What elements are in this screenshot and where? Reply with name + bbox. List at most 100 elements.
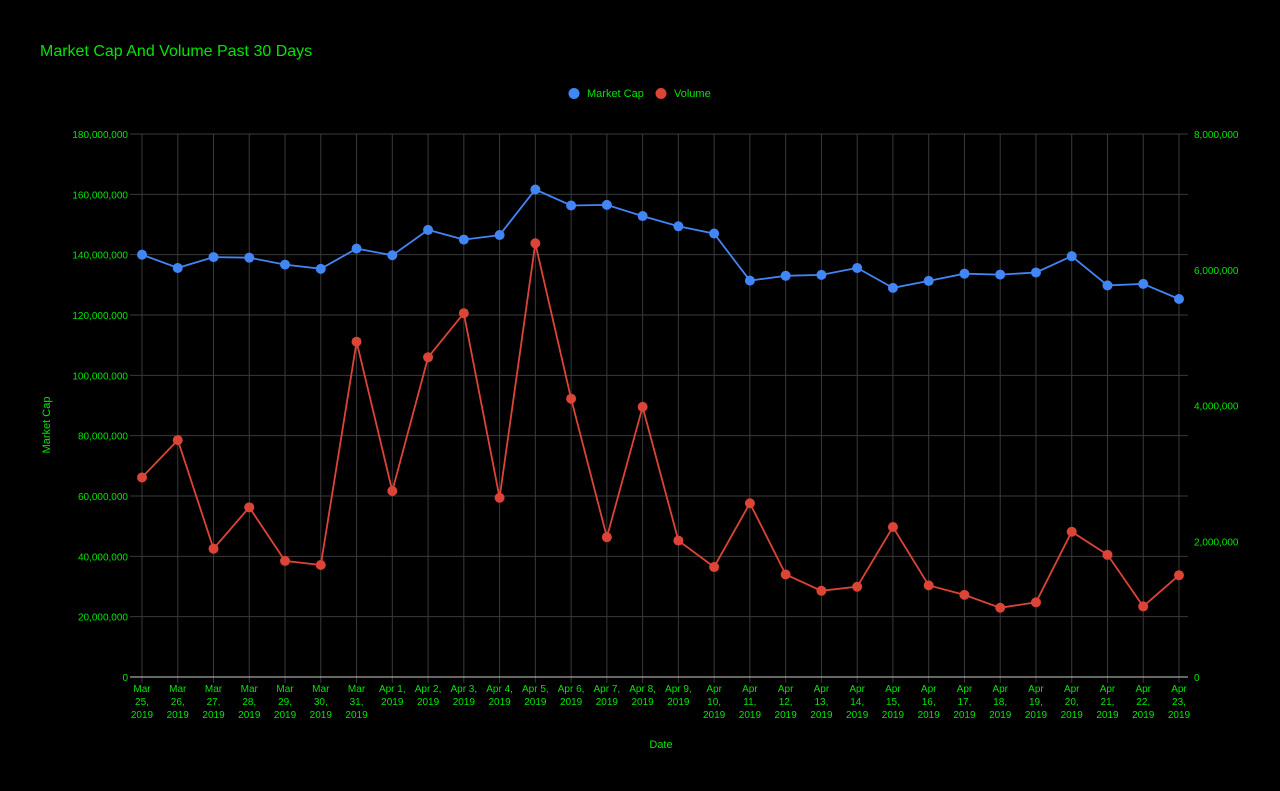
data-point-market-cap: [1030, 267, 1041, 278]
data-point-volume: [244, 502, 255, 513]
data-point-volume: [1138, 601, 1149, 612]
y-axis-right: 0 2,000,000 4,000,000 6,000,000 8,000,000: [1194, 130, 1239, 684]
data-point-volume: [852, 581, 863, 592]
data-point-volume: [744, 498, 755, 509]
x-tick-label: Apr 19, 2019: [1025, 684, 1048, 721]
data-point-volume: [1174, 570, 1184, 581]
data-point-volume: [1102, 549, 1113, 560]
legend-label-volume: Volume: [674, 88, 711, 100]
data-point-volume: [530, 238, 541, 249]
legend-marker-volume: [655, 88, 667, 99]
x-tick-label: Mar 27, 2019: [202, 684, 225, 721]
y-axis-title: Market Cap: [41, 397, 53, 454]
x-tick-label: Apr 15, 2019: [882, 684, 905, 721]
x-tick-label: Apr 3, 2019: [450, 684, 477, 708]
y-left-tick-label: 40,000,000: [78, 552, 128, 563]
legend-label-market-cap: Market Cap: [587, 88, 644, 100]
y-left-tick-label: 100,000,000: [72, 371, 128, 382]
data-point-market-cap: [494, 230, 505, 241]
y-right-tick-label: 2,000,000: [1194, 537, 1239, 548]
data-point-volume: [280, 555, 291, 566]
data-point-market-cap: [137, 249, 147, 260]
data-point-market-cap: [637, 211, 648, 222]
series-line-market-cap: [141, 188, 1180, 300]
y-left-tick-label: 60,000,000: [78, 492, 128, 503]
x-tick-label: Apr 22, 2019: [1132, 684, 1155, 721]
x-tick-label: Apr 23, 2019: [1168, 684, 1191, 721]
x-tick-label: Mar 28, 2019: [238, 684, 261, 721]
gridlines: [130, 133, 1188, 683]
x-tick-label: Apr 14, 2019: [846, 684, 869, 721]
data-point-market-cap: [780, 270, 791, 281]
data-point-market-cap: [1174, 294, 1184, 305]
data-point-volume: [423, 352, 434, 363]
y-right-tick-label: 6,000,000: [1194, 266, 1239, 277]
data-point-volume: [315, 560, 326, 571]
x-axis: Mar 25, 2019 Mar 26, 2019 Mar 27, 2019 Mar 28, 2019…: [131, 684, 1191, 721]
legend: Market Cap Volume: [568, 88, 711, 100]
data-point-volume: [780, 569, 791, 580]
x-tick-label: Apr 9, 2019: [665, 684, 692, 708]
x-axis-title: Date: [649, 739, 672, 751]
y-left-tick-label: 120,000,000: [72, 311, 128, 322]
x-tick-label: Mar 25, 2019: [131, 684, 154, 721]
data-point-market-cap: [744, 275, 755, 286]
y-left-tick-label: 0: [122, 673, 128, 684]
data-point-volume: [494, 492, 505, 503]
data-point-market-cap: [959, 268, 970, 279]
data-point-volume: [208, 543, 219, 554]
data-point-volume: [458, 308, 469, 319]
y-right-tick-label: 4,000,000: [1194, 402, 1239, 413]
data-point-market-cap: [816, 269, 827, 280]
data-point-market-cap: [280, 259, 291, 270]
data-point-volume: [923, 580, 934, 591]
data-point-market-cap: [852, 262, 863, 273]
data-point-market-cap: [887, 282, 898, 293]
y-axis-left: 0 20,000,000 40,000,000 60,000,000 80,000,00…: [72, 130, 128, 684]
chart-title: Market Cap And Volume Past 30 Days: [40, 43, 312, 60]
data-point-market-cap: [923, 275, 934, 286]
x-tick-label: Apr 13, 2019: [810, 684, 833, 721]
data-point-market-cap: [315, 263, 326, 274]
data-point-volume: [1030, 597, 1041, 608]
x-tick-label: Mar 26, 2019: [167, 684, 190, 721]
y-right-tick-label: 0: [1194, 673, 1200, 684]
data-point-volume: [387, 486, 398, 497]
x-tick-label: Apr 17, 2019: [953, 684, 976, 721]
y-left-tick-label: 140,000,000: [72, 251, 128, 262]
data-point-volume: [172, 435, 183, 446]
x-tick-label: Apr 2, 2019: [415, 684, 442, 708]
data-point-market-cap: [1102, 280, 1113, 291]
x-tick-label: Apr 5, 2019: [522, 684, 549, 708]
x-tick-label: Apr 11, 2019: [739, 684, 762, 721]
data-point-volume: [137, 472, 147, 483]
data-point-market-cap: [208, 252, 219, 263]
y-left-tick-label: 20,000,000: [78, 613, 128, 624]
x-tick-label: Apr 8, 2019: [629, 684, 656, 708]
data-point-volume: [995, 602, 1006, 613]
data-point-market-cap: [351, 243, 362, 254]
data-point-market-cap: [458, 234, 469, 245]
data-point-market-cap: [673, 221, 684, 232]
data-point-market-cap: [423, 224, 434, 235]
data-point-market-cap: [244, 252, 255, 263]
data-point-market-cap: [1066, 251, 1077, 262]
y-left-tick-label: 80,000,000: [78, 432, 128, 443]
data-point-market-cap: [995, 269, 1006, 280]
data-point-volume: [351, 336, 362, 347]
x-tick-label: Apr 6, 2019: [558, 684, 585, 708]
y-right-tick-label: 8,000,000: [1194, 130, 1239, 141]
x-tick-label: Apr 1, 2019: [379, 684, 406, 708]
data-point-volume: [1066, 526, 1077, 537]
x-tick-label: Mar 29, 2019: [274, 684, 297, 721]
legend-marker-market-cap: [568, 88, 580, 99]
x-tick-label: Apr 20, 2019: [1061, 684, 1084, 721]
x-tick-label: Apr 18, 2019: [989, 684, 1012, 721]
data-point-volume: [566, 393, 577, 404]
data-point-volume: [816, 585, 827, 596]
y-left-tick-label: 160,000,000: [72, 190, 128, 201]
x-tick-label: Apr 21, 2019: [1096, 684, 1119, 721]
data-point-market-cap: [172, 262, 183, 273]
x-tick-label: Apr 16, 2019: [918, 684, 941, 721]
